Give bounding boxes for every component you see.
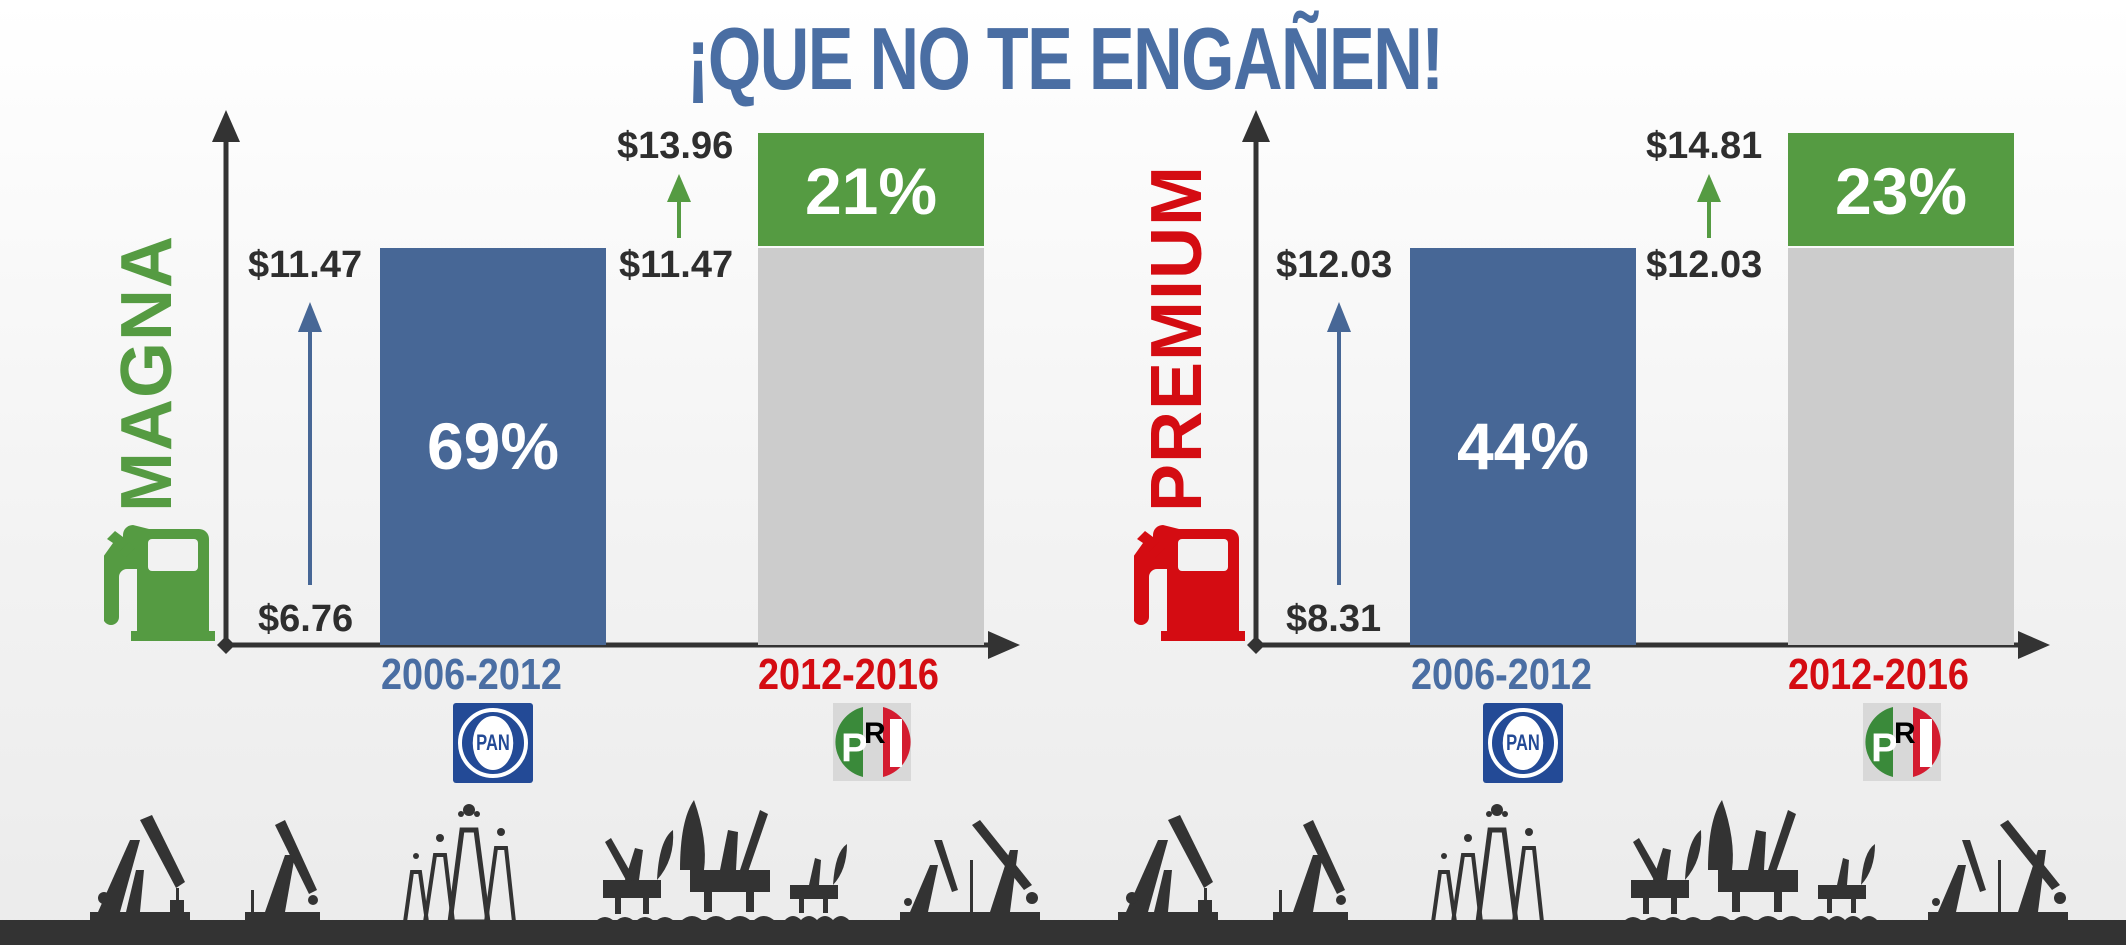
bar-pan-magna: 69% — [380, 248, 606, 645]
gas-pump-icon — [104, 525, 215, 641]
bar-pan-premium: 44% — [1410, 248, 1636, 645]
offshore-rig-icon — [785, 844, 849, 922]
price-pan-start-premium: $8.31 — [1286, 598, 1382, 640]
price-pan-start-magna: $6.76 — [258, 598, 354, 640]
ground — [0, 920, 2126, 945]
fuel-label-magna: MAGNA — [107, 235, 187, 512]
price-pri-start-premium: $12.03 — [1646, 244, 1763, 286]
offshore-rig-icon — [595, 830, 675, 924]
increase-pan-magna: 69% — [426, 409, 560, 483]
increase-pri-magna: 21% — [804, 154, 938, 228]
price-pri-end-magna: $13.96 — [617, 125, 734, 167]
pan-logo: PAN — [453, 703, 533, 783]
price-pan-end-magna: $11.47 — [248, 244, 363, 286]
price-pri-start-magna: $11.47 — [619, 244, 734, 286]
svg-text:R: R — [864, 717, 886, 750]
period-pan-premium: 2006-2012 — [1411, 650, 1592, 699]
oil-industry-silhouettes — [90, 800, 2126, 925]
price-pan-end-premium: $12.03 — [1276, 244, 1393, 286]
bar-pri-base-premium — [1788, 248, 2014, 645]
chart-axes — [1242, 110, 2050, 659]
svg-text:R: R — [1894, 717, 1916, 750]
pan-logo: PAN — [1483, 703, 1563, 783]
chart-axes — [212, 110, 1020, 659]
pri-logo: P R — [833, 703, 911, 781]
pri-logo: P R — [1863, 703, 1941, 781]
page-title: ¡QUE NO TE ENGAÑEN! — [686, 9, 1445, 108]
pumpjack-icon — [960, 820, 1040, 922]
increase-pan-premium: 44% — [1456, 409, 1590, 483]
price-pri-end-premium: $14.81 — [1646, 125, 1763, 167]
pumpjack-icon — [900, 840, 960, 922]
bar-pri-base-magna — [758, 248, 984, 645]
period-pri-magna: 2012-2016 — [758, 650, 939, 699]
bar-pri-increase-magna: 21% — [758, 133, 984, 246]
premium-chart: PREMIUM 44% 23% $12.03 $8.31 $14.81 $12.… — [1030, 0, 2093, 800]
increase-pri-premium: 23% — [1834, 154, 1968, 228]
pumpjack-icon — [90, 815, 190, 922]
period-pan-magna: 2006-2012 — [381, 650, 562, 699]
pumpjack-icon — [245, 820, 320, 922]
oil-derrick-icon — [402, 804, 517, 925]
gas-pump-icon — [1134, 525, 1245, 641]
offshore-rig-icon — [680, 800, 776, 924]
period-pri-premium: 2012-2016 — [1788, 650, 1969, 699]
fuel-label-premium: PREMIUM — [1137, 165, 1217, 512]
svg-text:P: P — [841, 726, 868, 770]
magna-chart: MAGNA 69% 21% $11.47 $6.76 $13.96 $11.47… — [0, 0, 1063, 800]
bar-pri-increase-premium: 23% — [1788, 133, 2014, 246]
svg-text:P: P — [1871, 726, 1898, 770]
